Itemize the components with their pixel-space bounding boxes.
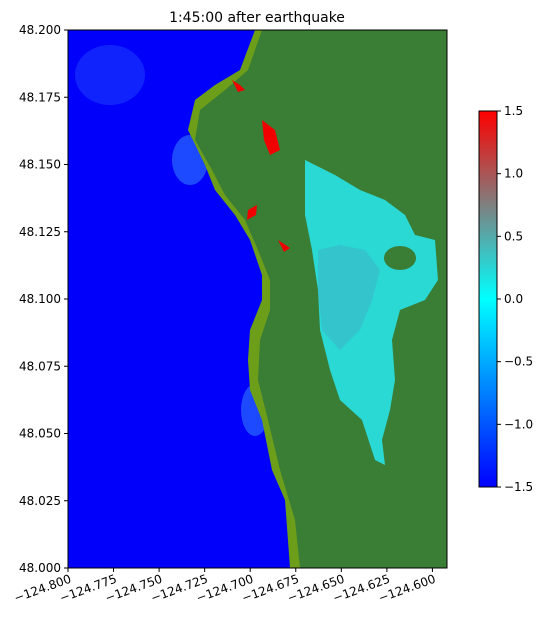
- colorbar-tick-label: −1.0: [504, 417, 533, 431]
- colorbar: [478, 110, 498, 488]
- bay-inner: [318, 245, 380, 350]
- colorbar-tick-label: 1.0: [504, 167, 523, 181]
- colorbar-tick-label: 1.5: [504, 104, 523, 118]
- y-tick-label: 48.050: [19, 427, 61, 441]
- colorbar-tick-label: −0.5: [504, 355, 533, 369]
- colorbar-tick-label: 0.0: [504, 292, 523, 306]
- y-tick-label: 48.100: [19, 292, 61, 306]
- island: [384, 246, 416, 270]
- y-tick-label: 48.000: [19, 561, 61, 575]
- colorbar-tick-label: −1.5: [504, 480, 533, 494]
- y-tick-label: 48.075: [19, 359, 61, 373]
- bay: [305, 160, 438, 465]
- map-image: [68, 30, 447, 568]
- y-tick-label: 48.175: [19, 90, 61, 104]
- colorbar-tick-label: 0.5: [504, 229, 523, 243]
- y-tick-label: 48.125: [19, 225, 61, 239]
- y-tick-label: 48.025: [19, 494, 61, 508]
- chart-title: 1:45:00 after earthquake: [169, 10, 345, 26]
- wave: [75, 45, 145, 105]
- y-tick-label: 48.150: [19, 158, 61, 172]
- y-tick-label: 48.200: [19, 23, 61, 37]
